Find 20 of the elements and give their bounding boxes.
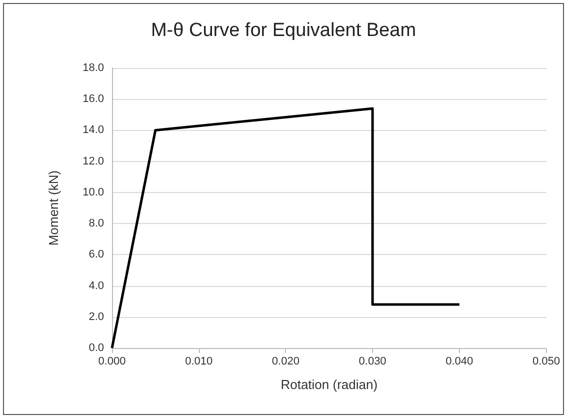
y-tick-label: 12.0 [82,155,104,168]
y-tick-label: 6.0 [88,248,104,261]
y-tick-label: 8.0 [88,218,104,230]
y-tick-label: 0.0 [88,342,104,354]
y-tick-label: 16.0 [82,93,104,106]
x-tick-label: 0.010 [185,356,213,368]
y-tick-label: 14.0 [82,124,104,136]
y-tick-label: 4.0 [88,280,104,292]
x-tick-label: 0.040 [446,356,474,368]
x-tick-label: 0.030 [358,356,386,368]
y-axis-title: Moment (kN) [46,170,61,246]
x-tick-label: 0.050 [532,356,560,368]
x-axis-title: Rotation (radian) [280,377,378,392]
chart-title: M-θ Curve for Equivalent Beam [150,20,416,41]
y-tick-label: 10.0 [82,186,104,198]
x-tick-label: 0.020 [272,356,300,368]
line-series [110,107,461,350]
y-tick-label: 18.0 [82,62,104,74]
x-tick-label: 0.000 [98,356,126,368]
y-tick-label: 2.0 [88,310,104,323]
